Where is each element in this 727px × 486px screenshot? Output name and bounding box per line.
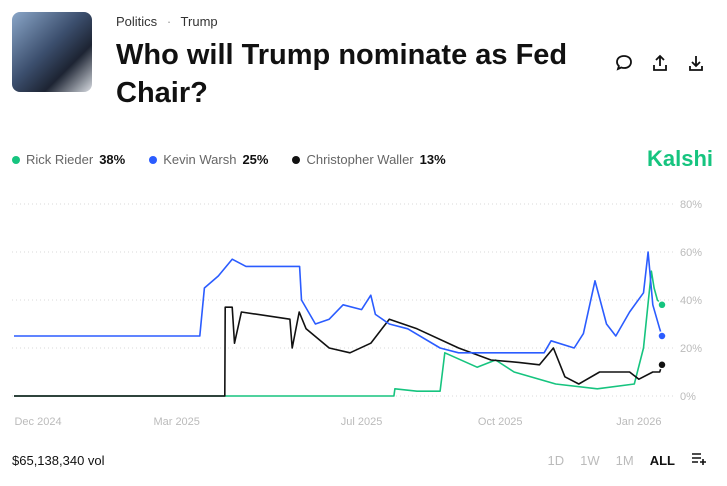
series-end-point xyxy=(657,331,667,341)
category-link[interactable]: Politics xyxy=(116,14,158,29)
breadcrumb-separator: · xyxy=(166,14,172,29)
price-chart[interactable]: 0% 20% 40% 60% 80% Dec 2024 Mar 2025 Jul 2025 Oc… xyxy=(0,190,727,435)
range-1w[interactable]: 1W xyxy=(580,453,600,468)
series-line-kevin-warsh xyxy=(14,251,663,354)
add-to-list-icon[interactable] xyxy=(691,452,707,469)
x-tick-label: Dec 2024 xyxy=(14,416,61,428)
series-line-christopher-waller xyxy=(14,306,663,397)
chart-legend: Rick Rieder 38% Kevin Warsh 25% Christophe… xyxy=(12,152,446,167)
range-1d[interactable]: 1D xyxy=(547,453,565,468)
comment-icon[interactable] xyxy=(613,52,635,74)
legend-value: 38% xyxy=(99,152,126,167)
x-tick-label: Mar 2025 xyxy=(153,416,199,428)
range-1m[interactable]: 1M xyxy=(615,453,634,468)
legend-item-warsh[interactable]: Kevin Warsh 25% xyxy=(149,152,268,167)
page-title: Who will Trump nominate as Fed Chair? xyxy=(116,39,568,109)
legend-dot xyxy=(292,155,301,164)
legend-item-waller[interactable]: Christopher Waller 13% xyxy=(292,152,446,167)
series-end-point xyxy=(657,300,667,310)
y-tick-label: 20% xyxy=(680,343,702,355)
share-icon[interactable] xyxy=(649,52,671,74)
legend-dot xyxy=(149,155,158,164)
legend-dot xyxy=(12,155,20,164)
series-line-rick-rieder xyxy=(14,270,663,397)
legend-label: Kevin Warsh xyxy=(163,152,237,167)
legend-label: Rick Rieder xyxy=(26,152,94,167)
series-end-point xyxy=(657,360,667,370)
legend-item-rieder[interactable]: Rick Rieder 38% xyxy=(12,152,125,167)
legend-value: 13% xyxy=(419,152,446,167)
kalshi-logo: Kalshi xyxy=(646,146,713,171)
range-all[interactable]: ALL xyxy=(649,453,675,468)
x-tick-label: Jan 2026 xyxy=(616,416,661,428)
x-tick-label: Jul 2025 xyxy=(341,416,383,428)
volume: $65,138,340 vol xyxy=(12,453,105,468)
y-tick-label: 0% xyxy=(680,391,696,403)
legend-value: 25% xyxy=(242,152,269,167)
breadcrumb: Politics · Trump xyxy=(116,14,218,29)
x-tick-label: Oct 2025 xyxy=(478,416,523,428)
legend-label: Christopher Waller xyxy=(306,152,414,167)
y-tick-label: 40% xyxy=(680,295,702,307)
subcategory-link[interactable]: Trump xyxy=(180,14,218,29)
y-tick-label: 80% xyxy=(680,199,702,211)
market-image xyxy=(12,12,92,92)
download-icon[interactable] xyxy=(685,52,707,74)
range-selector: 1D 1W 1M ALL xyxy=(548,452,707,469)
y-tick-label: 60% xyxy=(680,247,702,259)
